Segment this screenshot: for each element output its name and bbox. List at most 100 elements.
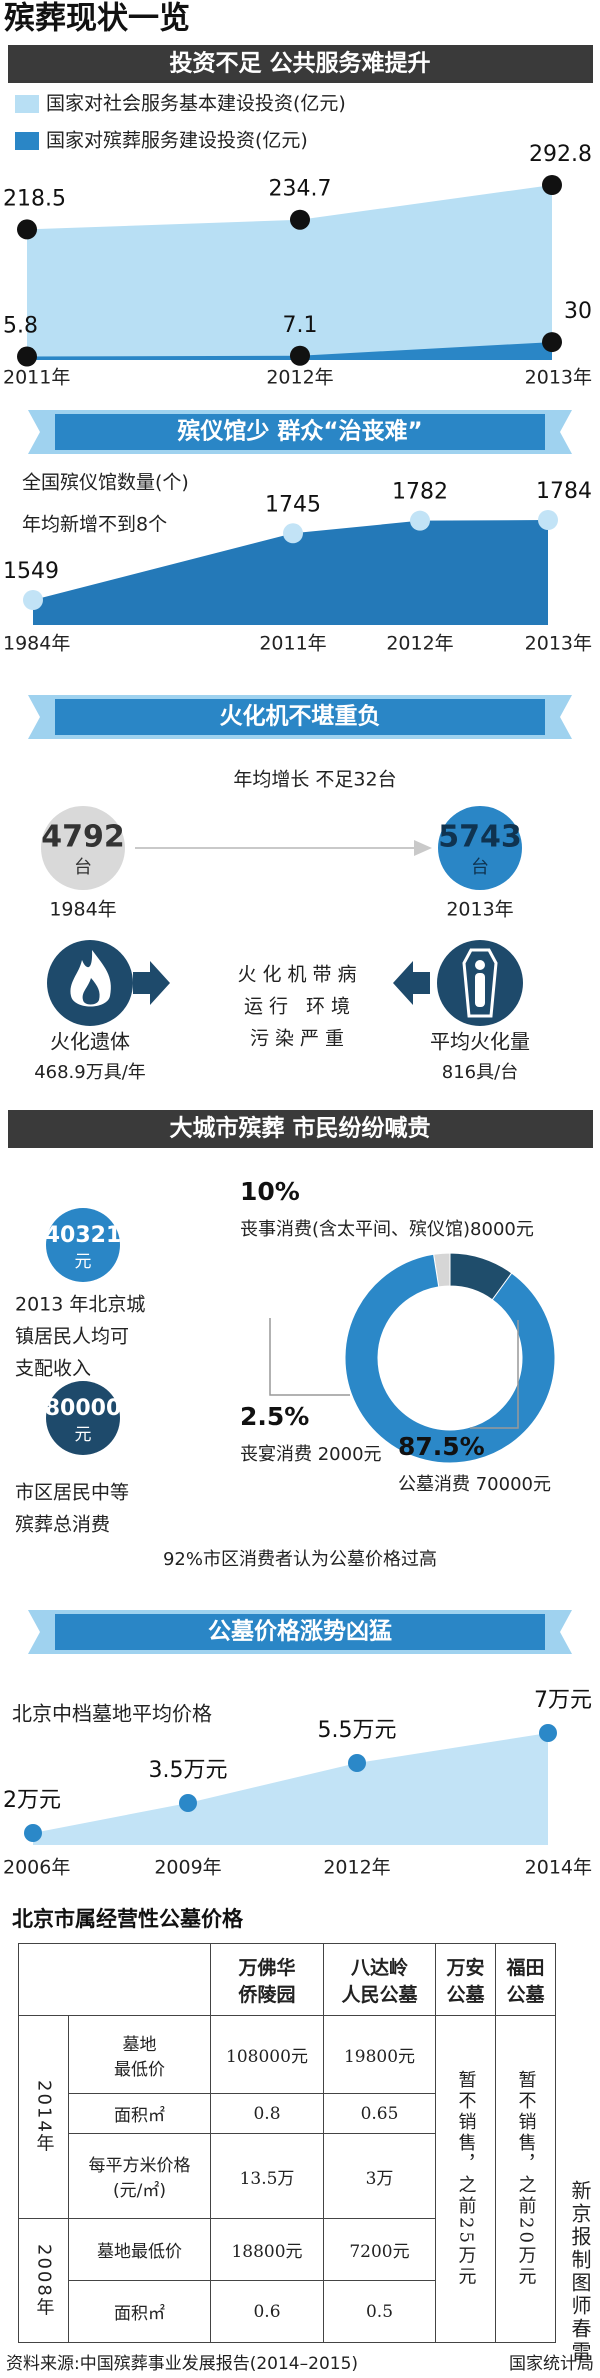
value-cell: 19800元	[323, 2015, 436, 2094]
column-header-line: 万佛华	[238, 1956, 296, 1979]
flame-icon	[70, 950, 111, 1007]
data-point	[538, 510, 558, 530]
value-label: 218.5	[3, 186, 66, 211]
column-header-line: 万安	[446, 1956, 485, 1979]
legend-label: 国家对社会服务基本建设投资(亿元)	[46, 93, 346, 115]
row-label: 面积㎡	[68, 2093, 211, 2134]
row-label-line: 墓地	[122, 2034, 157, 2055]
value-label: 10%	[240, 1177, 300, 1206]
x-tick-label: 1984年	[3, 633, 70, 655]
column-header-line: 公墓	[446, 1983, 485, 2006]
amount-desc: 支配收入	[15, 1358, 91, 1380]
data-point	[179, 1794, 197, 1812]
coffin-icon	[462, 948, 498, 1018]
amount-circle	[46, 1381, 120, 1455]
header-text: 殡仪馆少 群众“治丧难”	[177, 418, 422, 445]
amount-desc: 2013 年北京城	[15, 1294, 145, 1316]
value-cell: 0.6	[210, 2280, 324, 2343]
figure-body	[475, 973, 485, 1007]
count-circle	[438, 806, 522, 890]
value-cell: 18800元	[210, 2218, 324, 2281]
area	[27, 185, 552, 360]
header-text: 大城市殡葬 市民纷纷喊贵	[169, 1115, 430, 1142]
leader-line	[470, 1320, 519, 1429]
donut-slice	[344, 1253, 556, 1464]
amount-unit: 元	[75, 1252, 92, 1272]
growth-note: 年均增长 不足32台	[233, 769, 396, 791]
table-row: 万佛华 侨陵园 八达岭 人民公墓 万安 公墓 福田 公墓	[18, 1943, 556, 2016]
bodies-text: 火化遗体	[50, 1030, 130, 1054]
header-ribbon	[55, 414, 545, 450]
column-header-line: 人民公墓	[341, 1983, 418, 2006]
x-tick-label: 2012年	[266, 367, 333, 389]
data-point	[283, 523, 303, 544]
arrow-left	[393, 961, 430, 1005]
value-label: 5.5万元	[318, 1718, 397, 1743]
count-unit: 台	[74, 857, 92, 878]
amount-value: 80000	[45, 1396, 122, 1421]
column-header: 八达岭 人民公墓	[323, 1943, 436, 2016]
legend-swatch	[15, 95, 39, 113]
header-ribbon	[55, 699, 545, 735]
data-point	[290, 345, 310, 366]
column-header: 万佛华 侨陵园	[210, 1943, 324, 2016]
row-label-line: 最低价	[114, 2059, 165, 2080]
leader-line	[269, 1318, 350, 1396]
count-value: 5743	[438, 820, 522, 855]
chart-title: 全国殡仪馆数量(个)	[22, 472, 189, 494]
value-label: 2.5%	[240, 1402, 309, 1431]
data-point	[542, 332, 562, 353]
amount-circle	[46, 1208, 120, 1282]
area	[27, 342, 552, 360]
arrow-right	[133, 961, 170, 1005]
row-label-line: 墓地最低价	[97, 2242, 182, 2262]
data-point	[17, 346, 37, 367]
header-text: 火化机不堪重负	[220, 703, 381, 730]
category-label: 丧宴消费 2000元	[240, 1443, 382, 1465]
amount-value: 40321	[45, 1223, 122, 1248]
corner-cell	[18, 1943, 211, 2016]
value-label: 1745	[265, 492, 321, 517]
value-cell: 108000元	[210, 2015, 324, 2094]
machine-text: 平均火化量	[430, 1030, 530, 1054]
legend-swatch	[15, 132, 39, 150]
header-bar	[8, 1110, 593, 1148]
count-year: 2013年	[446, 899, 513, 921]
arrow-head	[414, 840, 432, 856]
column-header: 万安 公墓	[435, 1943, 496, 2016]
chart-subtitle: 年均新增不到8个	[22, 514, 167, 536]
amount-unit: 元	[75, 1425, 92, 1445]
x-tick-label: 2011年	[3, 367, 70, 389]
area	[33, 1733, 548, 1845]
data-point	[290, 209, 310, 230]
column-header-line: 公墓	[506, 1983, 545, 2006]
value-label: 1782	[392, 480, 448, 505]
amount-desc: 殡葬总消费	[15, 1514, 110, 1536]
value-label: 1784	[536, 479, 592, 504]
value-label: 3.5万元	[149, 1758, 228, 1783]
figure-head	[475, 960, 485, 970]
data-point	[348, 1754, 366, 1772]
header-text: 公墓价格涨势凶猛	[208, 1618, 392, 1645]
note-cell: 暂不销售，之前20万元	[495, 2015, 556, 2343]
price-table-box: 万佛华 侨陵园 八达岭 人民公墓 万安 公墓 福田 公墓 2014年 墓地 最低价 108000元 19…	[18, 1943, 556, 2343]
header-bar	[8, 45, 593, 83]
row-label: 墓地最低价	[68, 2218, 211, 2281]
row-label: 墓地最低价	[68, 2015, 211, 2094]
table-row: 2008年 墓地最低价 18800元 7200元	[18, 2218, 556, 2343]
row-label: 每平方米价格 (元/㎡)	[68, 2133, 211, 2219]
value-cell: 3万	[323, 2133, 436, 2219]
data-point	[17, 219, 37, 240]
column-header-line: 福田	[506, 1956, 545, 1979]
row-label-line: 面积㎡	[114, 2304, 165, 2324]
amount-desc: 市区居民中等	[15, 1482, 129, 1504]
count-value: 4792	[41, 820, 125, 855]
x-tick-label: 2014年	[525, 1857, 592, 1879]
price-table: 万佛华 侨陵园 八达岭 人民公墓 万安 公墓 福田 公墓 2014年 墓地 最低价 108000元 19…	[18, 1943, 556, 2343]
x-tick-label: 2011年	[259, 633, 326, 655]
row-label-line: (元/㎡)	[113, 2181, 166, 2201]
problem-text: 运行 环境	[244, 996, 356, 1018]
row-label-line: 面积㎡	[114, 2106, 165, 2126]
x-tick-label: 2012年	[386, 633, 453, 655]
table-row: 面积㎡ 0.8 0.65	[19, 2093, 556, 2134]
